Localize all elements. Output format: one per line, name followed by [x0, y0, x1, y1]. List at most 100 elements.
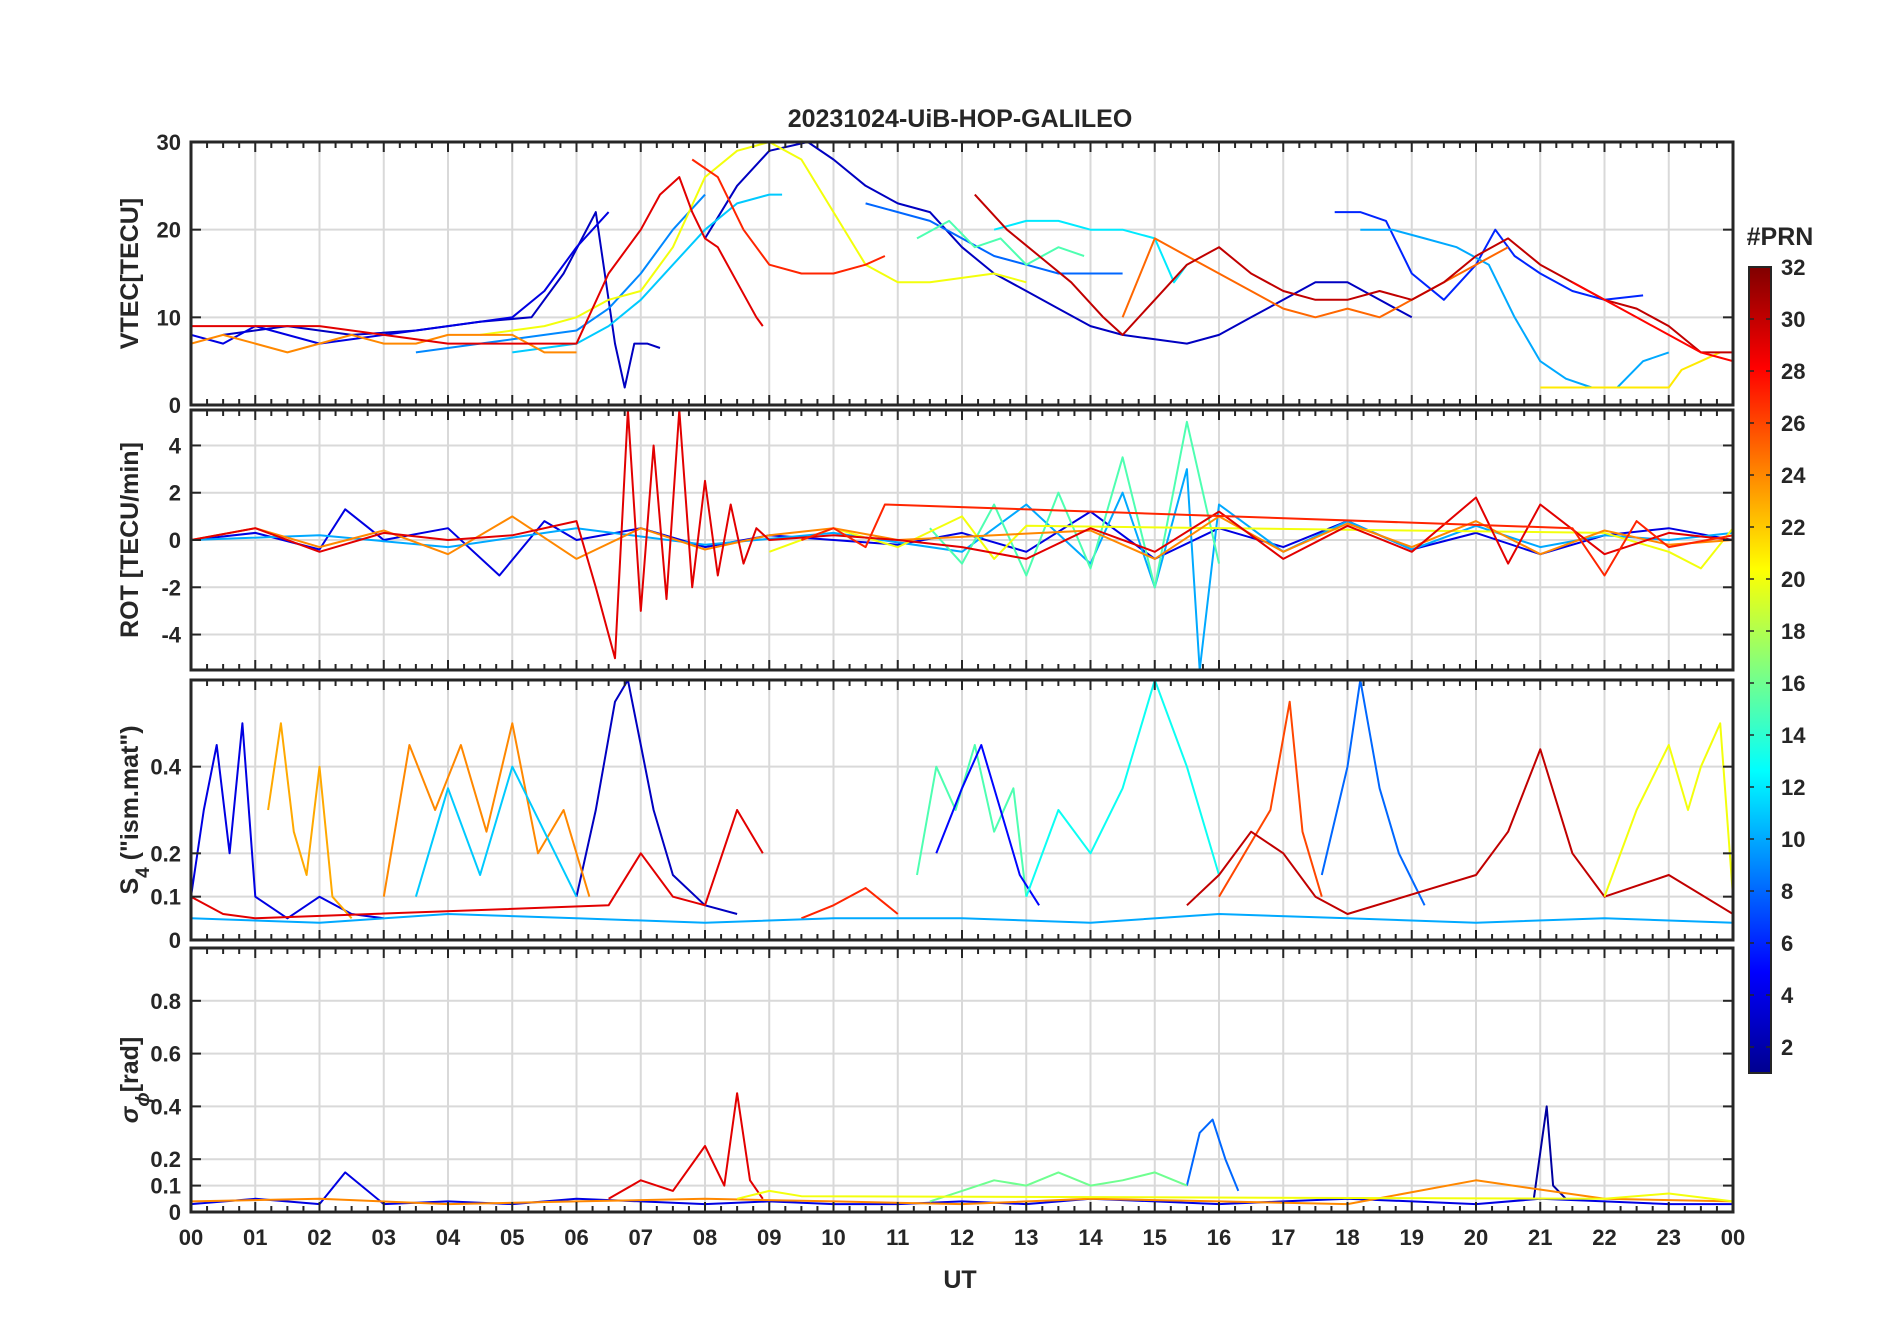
y-axis-label: ROT [TECU/min] [116, 442, 144, 638]
colorbar-tick-label: 30 [1781, 307, 1805, 332]
series-group [191, 680, 1733, 924]
x-tick-label: 06 [564, 1225, 588, 1250]
colorbar-tick-label: 14 [1781, 723, 1806, 748]
x-tick-label: 22 [1592, 1225, 1616, 1250]
series-line-prn-13 [1025, 680, 1220, 898]
x-tick-label: 03 [372, 1225, 396, 1250]
y-tick-label: 0.4 [150, 1094, 181, 1119]
x-tick-label: 15 [1143, 1225, 1167, 1250]
y-axis-label: σϕ[rad] [116, 1037, 154, 1124]
y-tick-label: 0.1 [150, 885, 181, 910]
x-axis-label: UT [943, 1266, 976, 1294]
series-line-prn-5 [935, 744, 1040, 906]
x-tick-label: 07 [629, 1225, 653, 1250]
x-tick-label: 01 [243, 1225, 267, 1250]
colorbar-tick-label: 20 [1781, 567, 1805, 592]
series-line-prn-27 [801, 503, 1733, 577]
y-tick-label: 0.2 [150, 841, 181, 866]
series-line-prn-20 [1603, 722, 1733, 898]
series-line-prn-29 [191, 809, 764, 920]
x-tick-label: 00 [179, 1225, 203, 1250]
x-tick-label: 10 [821, 1225, 845, 1250]
y-tick-label: -2 [161, 575, 181, 600]
series-line-prn-10 [191, 913, 1733, 924]
colorbar-tick-label: 26 [1781, 411, 1805, 436]
series-line-prn-24 [382, 722, 591, 897]
x-tick-label: 16 [1207, 1225, 1231, 1250]
y-axis-label: VTEC[TECU] [116, 198, 144, 349]
colorbar-tick-label: 16 [1781, 671, 1805, 696]
y-tick-label: 0 [169, 928, 181, 953]
chart-title: 20231024-UiB-HOP-GALILEO [788, 105, 1133, 133]
series-line-prn-15 [916, 219, 1085, 266]
colorbar-tick-label: 12 [1781, 775, 1805, 800]
x-tick-label: 21 [1528, 1225, 1552, 1250]
x-tick-label: 19 [1400, 1225, 1424, 1250]
panel-vtec: 0 10 20 30 VTEC[TECU] [116, 130, 1735, 418]
x-tick-label: 04 [436, 1225, 461, 1250]
y-tick-label: 10 [157, 305, 181, 330]
x-tick-label: 09 [757, 1225, 781, 1250]
series-line-prn-10 [1360, 228, 1670, 389]
y-tick-label: 0.2 [150, 1147, 181, 1172]
y-tick-label: 30 [157, 130, 181, 155]
colorbar-tick-label: 28 [1781, 359, 1805, 384]
colorbar-gradient [1748, 266, 1772, 1074]
colorbar-label: #PRN [1747, 223, 1814, 251]
y-axis-label: S4 ("ism.mat") [116, 725, 154, 894]
series-line-prn-12 [993, 219, 1188, 284]
series-line-prn-29 [608, 1092, 764, 1200]
y-tick-label: 0.1 [150, 1174, 181, 1199]
panel-rot: -4 -2 0 2 4 ROT [TECU/min] [116, 408, 1735, 672]
x-tick-label: 18 [1335, 1225, 1359, 1250]
series-line-prn-23 [267, 722, 353, 919]
y-tick-label: 0.4 [150, 755, 181, 780]
panel-sigma_phi: 00.10.2 0.4 0.6 0.8 σϕ[rad] 00 01 02 03 04 05 06 07 0… [116, 946, 1745, 1250]
series-line-prn-8 [1320, 680, 1426, 906]
series-line-prn-29 [191, 176, 764, 345]
colorbar-tick-label: 22 [1781, 515, 1805, 540]
x-tick-label: 20 [1464, 1225, 1488, 1250]
panel-s4: 0 0.1 0.2 0.4S4 ("ism.mat") [116, 678, 1735, 953]
series-line-prn-29 [191, 410, 1733, 660]
x-tick-label: 23 [1657, 1225, 1681, 1250]
series-line-prn-26 [1218, 700, 1323, 898]
series-line-prn-21 [1540, 351, 1721, 389]
y-tick-label: 0 [169, 393, 181, 418]
series-line-prn-3 [575, 680, 738, 915]
series-group [191, 410, 1733, 670]
x-tick-label: 12 [950, 1225, 974, 1250]
series-line-prn-6 [1334, 211, 1644, 301]
series-line-prn-9 [415, 193, 706, 354]
series-line-prn-11 [414, 765, 578, 898]
series-line-prn-4 [191, 722, 384, 920]
x-tick-label: 05 [500, 1225, 524, 1250]
y-tick-label: -4 [161, 623, 181, 648]
x-tick-label: 11 [886, 1225, 909, 1250]
colorbar-tick-label: 4 [1781, 983, 1794, 1008]
series-line-prn-16 [929, 1171, 1188, 1203]
x-tick-label: 02 [307, 1225, 331, 1250]
x-tick-label: 14 [1078, 1225, 1103, 1250]
series-line-prn-28 [1571, 281, 1733, 363]
y-tick-label: 0.8 [150, 989, 181, 1014]
series-line-prn-11 [512, 193, 783, 354]
x-tick-label: 13 [1014, 1225, 1038, 1250]
colorbar-tick-label: 8 [1781, 879, 1793, 904]
x-tick-label: 17 [1271, 1225, 1295, 1250]
x-tick-label: 08 [693, 1225, 717, 1250]
colorbar-tick-label: 10 [1781, 827, 1805, 852]
series-line-prn-20 [736, 1189, 1733, 1203]
series-line-prn-24 [191, 333, 577, 354]
colorbar-tick-label: 2 [1781, 1035, 1793, 1060]
series-line-prn-15 [916, 744, 1028, 897]
y-tick-label: 0 [169, 1200, 181, 1225]
series-line-prn-4 [191, 211, 610, 345]
y-tick-label: 2 [169, 481, 181, 506]
y-tick-label: 0.6 [150, 1042, 181, 1067]
series-group [191, 142, 1733, 389]
colorbar-tick-label: 24 [1781, 463, 1806, 488]
